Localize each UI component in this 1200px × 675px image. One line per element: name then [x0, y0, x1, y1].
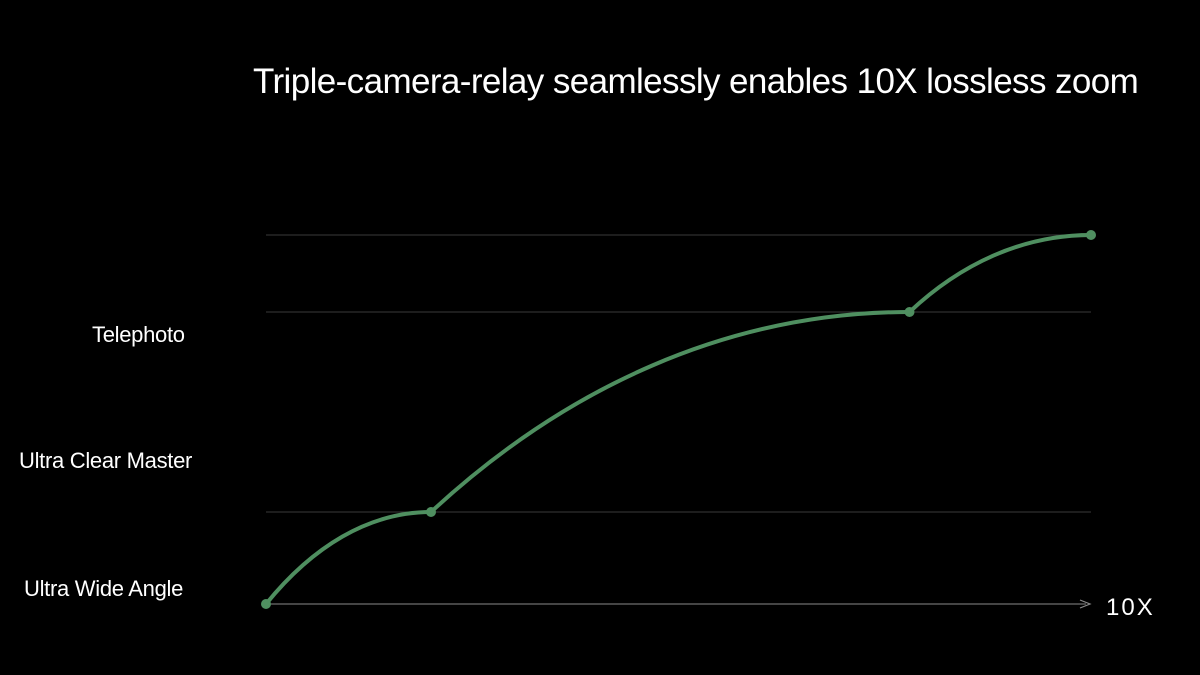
curve-point-2 — [426, 507, 436, 517]
curve-point-1 — [261, 599, 271, 609]
gridlines — [266, 234, 1091, 513]
y-label-ultra-wide-angle: Ultra Wide Angle — [24, 576, 184, 601]
x-axis — [266, 599, 1092, 609]
x-axis-arrow — [1079, 599, 1092, 609]
curve-point-3 — [904, 307, 915, 317]
zoom-curve — [264, 233, 1093, 606]
curve-segment-2 — [429, 310, 912, 514]
curve-point-4 — [1086, 230, 1096, 240]
chart-title: Triple-camera-relay seamlessly enables 1… — [253, 62, 1139, 101]
x-end-label: 10X — [1106, 594, 1155, 621]
y-label-telephoto: Telephoto — [92, 322, 185, 347]
curve-points — [261, 230, 1096, 609]
title-wrap: Triple-camera-relay seamlessly enables 1… — [253, 62, 1139, 110]
curve-segment-1 — [264, 510, 433, 606]
y-label-ultra-clear-master: Ultra Clear Master — [19, 448, 193, 473]
curve-segment-3 — [907, 233, 1093, 314]
